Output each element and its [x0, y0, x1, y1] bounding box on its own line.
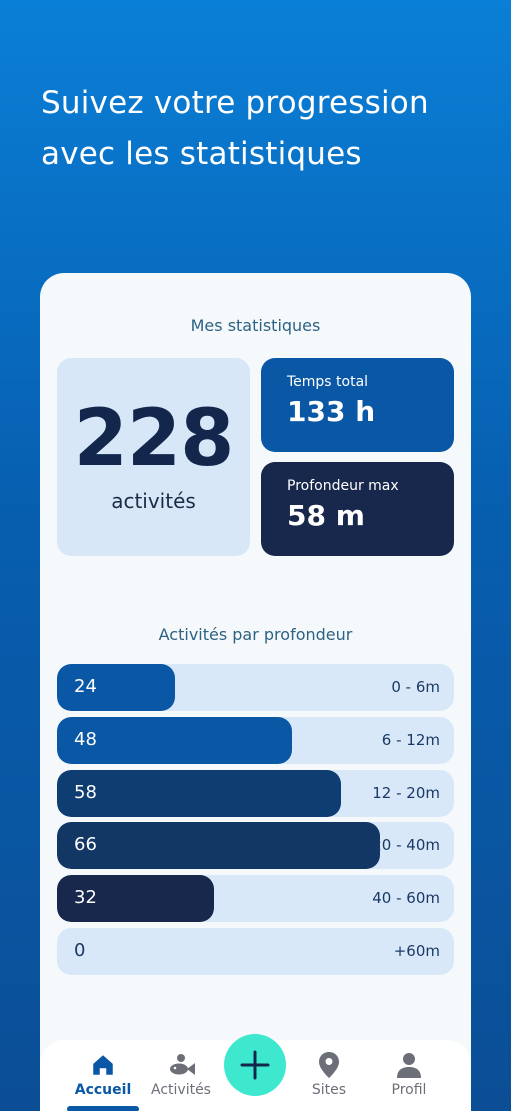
activities-count-box: 228 activités [57, 358, 250, 556]
depth-bar-row: 58 12 - 20m [57, 769, 454, 817]
depth-bar-value: 58 [74, 781, 97, 803]
nav-label-activites: Activités [151, 1082, 211, 1098]
max-depth-value: 58 m [287, 499, 365, 532]
nav-item-sites[interactable]: Sites [293, 1050, 365, 1098]
home-icon [67, 1050, 139, 1080]
depth-bar-value: 0 [74, 939, 86, 961]
nav-label-sites: Sites [311, 1082, 347, 1098]
activities-count: 228 [73, 394, 235, 484]
total-time-box: Temps total 133 h [261, 358, 454, 452]
headline-line-1: Suivez votre progression [41, 85, 429, 121]
depth-bar-range-label: 20 - 40m [372, 836, 440, 855]
depth-bar-range-label: 40 - 60m [372, 889, 440, 908]
nav-label-accueil: Accueil [74, 1082, 132, 1098]
depth-bar-range-label: 12 - 20m [372, 783, 440, 802]
headline-line-2: avec les statistiques [41, 136, 362, 172]
total-time-label: Temps total [287, 374, 369, 390]
nav-item-accueil[interactable]: Accueil [67, 1050, 139, 1098]
stats-card: Mes statistiques 228 activités Temps tot… [40, 273, 471, 1111]
nav-item-profil[interactable]: Profil [373, 1050, 445, 1098]
depth-bar [57, 769, 342, 817]
nav-item-activites[interactable]: Activités [145, 1050, 217, 1098]
depth-bar-value: 48 [74, 728, 97, 750]
depth-bar-row: 48 6 - 12m [57, 716, 454, 764]
fish-icon [145, 1050, 217, 1080]
depth-bar [57, 875, 214, 923]
headline: Suivez votre progression avec les statis… [41, 78, 481, 180]
active-tab-indicator [67, 1106, 139, 1111]
max-depth-label: Profondeur max [287, 478, 399, 494]
depth-bar [57, 822, 381, 870]
total-time-value: 133 h [287, 395, 376, 428]
bottom-nav: Accueil Activités Sites [40, 1034, 471, 1111]
depth-bar-range-label: +60m [393, 941, 440, 960]
depth-bar-value: 24 [74, 676, 97, 697]
depth-bar [57, 664, 175, 711]
depth-bar-row: 32 40 - 60m [57, 875, 454, 923]
depth-bar-value: 32 [74, 887, 97, 909]
plus-icon [240, 1050, 270, 1080]
depth-bar-range-label: 6 - 12m [381, 730, 440, 749]
nav-label-profil: Profil [391, 1082, 427, 1098]
depth-bar-row: 66 20 - 40m [57, 822, 454, 870]
depth-bar-row: 0 +60m [57, 927, 454, 975]
add-activity-button[interactable] [224, 1034, 286, 1096]
chart-title: Activités par profondeur [158, 625, 353, 644]
depth-bar [57, 716, 293, 764]
activities-label: activités [111, 489, 196, 513]
depth-bar-value: 66 [74, 834, 97, 856]
depth-bar-row: 24 0 - 6m [57, 664, 454, 711]
depth-bar-range-label: 0 - 6m [391, 678, 440, 696]
stats-title: Mes statistiques [190, 316, 321, 335]
location-pin-icon [293, 1050, 365, 1080]
max-depth-box: Profondeur max 58 m [261, 462, 454, 556]
user-icon [373, 1050, 445, 1080]
depth-bar-chart: 24 0 - 6m 48 6 - 12m 58 12 - 20m 66 20 - 40m 32 4… [57, 664, 454, 981]
